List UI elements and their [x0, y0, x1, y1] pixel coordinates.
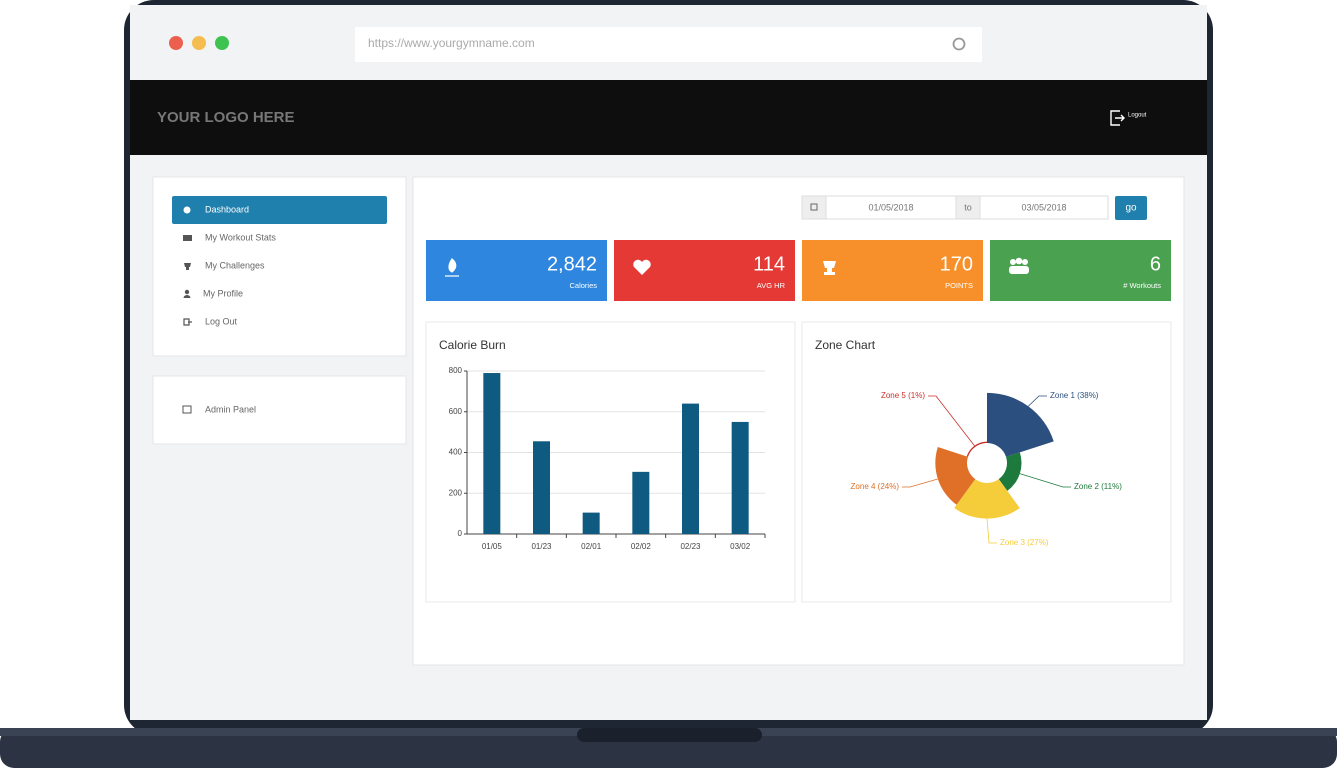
x-tick-label: 03/02 — [730, 542, 751, 551]
chart-title: Calorie Burn — [439, 338, 506, 352]
app-header — [130, 80, 1207, 155]
bar — [632, 471, 650, 534]
stat-value: 170 — [940, 253, 973, 275]
menu-icon — [183, 318, 192, 326]
reload-icon[interactable] — [952, 37, 966, 51]
stat-icon — [823, 261, 836, 275]
stat-icon — [1009, 257, 1029, 274]
bar — [582, 512, 600, 534]
x-tick-label: 02/23 — [680, 542, 701, 551]
bar — [682, 403, 699, 534]
x-tick-label: 01/05 — [482, 542, 503, 551]
date-from[interactable]: 01/05/2018 — [868, 202, 913, 212]
stat-label: Calories — [569, 281, 597, 290]
calendar-icon — [810, 203, 818, 211]
stat-card — [802, 240, 983, 301]
menu-active[interactable] — [172, 196, 387, 224]
zone-label: Zone 3 (27%) — [1000, 538, 1049, 547]
y-tick-label: 200 — [449, 488, 463, 497]
admin-link[interactable]: Admin Panel — [205, 404, 256, 414]
logo: YOUR LOGO HERE — [157, 109, 295, 126]
logout-link[interactable]: Logout — [1128, 113, 1147, 119]
stat-icon — [633, 259, 651, 275]
zone-label: Zone 4 (24%) — [851, 482, 900, 491]
menu-item[interactable]: Dashboard — [205, 204, 249, 214]
url-field[interactable] — [355, 27, 982, 62]
leader-line — [1019, 473, 1071, 488]
window-close[interactable] — [169, 36, 183, 50]
y-tick-label: 0 — [458, 529, 463, 538]
date-to[interactable]: 03/05/2018 — [1021, 202, 1066, 212]
zone-slice — [987, 392, 1054, 457]
url: https://www.yourgymname.com — [368, 36, 535, 50]
menu-icon — [183, 295, 191, 298]
menu-icon — [183, 206, 191, 214]
go-label[interactable]: go — [1125, 203, 1137, 214]
y-tick-label: 600 — [449, 407, 463, 416]
chart-title: Zone Chart — [815, 338, 876, 352]
stat-value: 114 — [753, 253, 785, 275]
x-tick-label: 01/23 — [531, 542, 552, 551]
stat-label: POINTS — [945, 281, 973, 290]
menu-icon — [184, 289, 190, 295]
stat-label: # Workouts — [1123, 281, 1161, 290]
y-tick-label: 400 — [449, 448, 463, 457]
window-maximize[interactable] — [215, 36, 229, 50]
laptop-base — [0, 728, 1337, 768]
bar — [731, 421, 749, 534]
bar — [483, 373, 501, 534]
zone-label: Zone 1 (38%) — [1050, 391, 1099, 400]
menu-item[interactable]: Log Out — [205, 316, 238, 326]
window-minimize[interactable] — [192, 36, 206, 50]
menu-item[interactable]: My Profile — [203, 288, 243, 298]
zone-slice — [935, 447, 976, 505]
notch — [577, 728, 762, 742]
admin-icon — [182, 405, 192, 414]
leader-line — [902, 478, 938, 488]
stat-icon — [445, 258, 459, 277]
menu-icon — [184, 263, 191, 270]
to-addon — [955, 195, 981, 220]
go-button[interactable] — [1115, 196, 1147, 220]
stat-value: 6 — [1150, 253, 1161, 275]
leader-line — [1027, 395, 1047, 407]
stat-card — [426, 240, 607, 301]
bar — [533, 441, 550, 534]
stat-value: 2,842 — [547, 253, 597, 275]
calendar-addon — [801, 195, 827, 220]
zone-label: Zone 2 (11%) — [1074, 482, 1122, 491]
leader-line — [986, 518, 997, 544]
x-tick-label: 02/01 — [581, 542, 602, 551]
zone-slice — [954, 479, 1020, 519]
admin-card — [152, 375, 407, 445]
menu-item[interactable]: My Workout Stats — [205, 232, 276, 242]
stat-label: AVG HR — [757, 281, 786, 290]
y-tick-label: 800 — [449, 366, 463, 375]
x-tick-label: 02/02 — [631, 542, 652, 551]
leader-line — [928, 395, 975, 446]
zone-slice — [998, 452, 1022, 491]
logout-icon[interactable] — [1110, 110, 1125, 126]
zone-slice — [966, 441, 987, 457]
zone-label: Zone 5 (1%) — [881, 391, 925, 400]
menu-icon — [183, 235, 192, 241]
menu-item[interactable]: My Challenges — [205, 260, 265, 270]
date-separator: to — [964, 202, 972, 212]
pie-hole — [968, 444, 1006, 482]
